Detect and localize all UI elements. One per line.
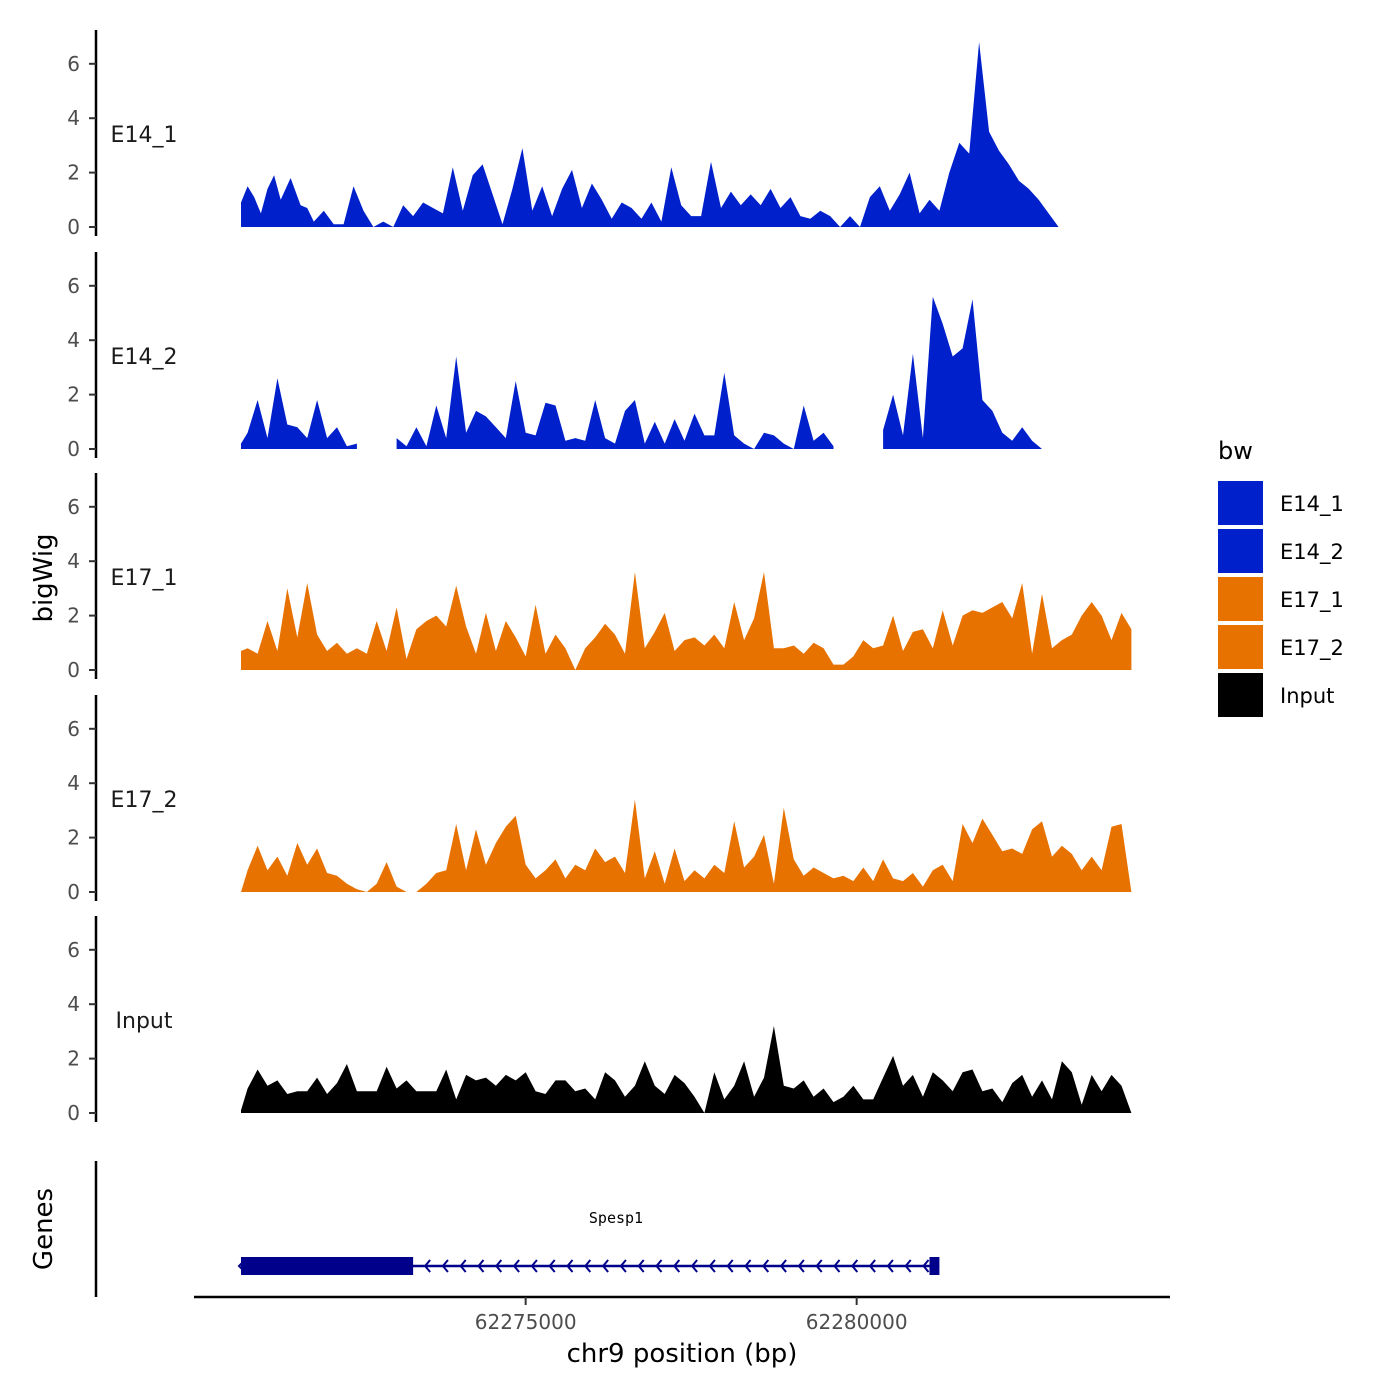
y-tick-label-Input-2: 2 bbox=[67, 1047, 80, 1071]
strand-arrow bbox=[886, 1259, 894, 1273]
strand-arrow bbox=[762, 1259, 770, 1273]
strand-arrow bbox=[530, 1259, 538, 1273]
strand-arrow bbox=[904, 1259, 912, 1273]
strand-arrow bbox=[584, 1259, 592, 1273]
legend-swatch-E14_1 bbox=[1218, 481, 1263, 525]
y-tick-label-Input-6: 6 bbox=[67, 938, 80, 962]
x-tick-label-62275000: 62275000 bbox=[475, 1310, 577, 1334]
strand-arrow bbox=[922, 1259, 930, 1273]
strand-arrow bbox=[495, 1259, 503, 1273]
signal-area-E14_2-1 bbox=[396, 356, 834, 449]
y-tick-label-E17_2-6: 6 bbox=[67, 717, 80, 741]
strand-arrow bbox=[726, 1259, 734, 1273]
legend-label-Input: Input bbox=[1280, 684, 1334, 708]
legend: bw E14_1 E14_2 E17_1 E17_2 Input bbox=[1218, 437, 1344, 717]
signal-area-Input-0 bbox=[241, 1026, 1132, 1113]
strand-arrow bbox=[779, 1259, 787, 1273]
strand-arrow bbox=[566, 1259, 574, 1273]
strand-arrow bbox=[744, 1259, 752, 1273]
y-tick-label-E14_2-6: 6 bbox=[67, 274, 80, 298]
legend-label-E17_2: E17_2 bbox=[1280, 636, 1344, 661]
x-axis: 62275000 62280000 bbox=[194, 1295, 1170, 1334]
strand-arrow bbox=[459, 1259, 467, 1273]
y-tick-label-E14_2-0: 0 bbox=[67, 437, 80, 461]
strand-arrow bbox=[868, 1259, 876, 1273]
strand-arrow bbox=[708, 1259, 716, 1273]
gene-exon-1 bbox=[929, 1257, 940, 1275]
strand-arrow bbox=[548, 1259, 556, 1273]
gene-exon-0 bbox=[241, 1257, 414, 1275]
strand-arrow bbox=[619, 1259, 627, 1273]
signal-area-E14_1-0 bbox=[241, 42, 1066, 227]
strand-arrow bbox=[237, 1259, 246, 1273]
track-label-E17_2: E17_2 bbox=[111, 788, 178, 813]
genes-panel-title: Genes bbox=[29, 1188, 59, 1270]
y-tick-label-E14_1-6: 6 bbox=[67, 52, 80, 76]
strand-arrow bbox=[512, 1259, 520, 1273]
legend-swatch-Input bbox=[1218, 673, 1263, 717]
tracks-layer: 0 2 4 6 E14_1 0 2 4 6 E14_2 0 2 4 6 E17_1 0 2 4 6 E17_2 0 2 4 6… bbox=[67, 30, 1132, 1125]
strand-arrow bbox=[815, 1259, 823, 1273]
y-tick-label-E17_1-0: 0 bbox=[67, 658, 80, 682]
legend-title: bw bbox=[1218, 437, 1253, 465]
track-label-E14_1: E14_1 bbox=[111, 123, 178, 148]
strand-arrow bbox=[423, 1259, 431, 1273]
track-label-Input: Input bbox=[116, 1009, 173, 1034]
strand-arrow bbox=[797, 1259, 805, 1273]
strand-arrow bbox=[851, 1259, 859, 1273]
y-tick-label-E17_2-2: 2 bbox=[67, 826, 80, 850]
legend-label-E17_1: E17_1 bbox=[1280, 588, 1344, 613]
track-E14_2: 0 2 4 6 E14_2 bbox=[67, 252, 1132, 461]
genes-panel: Genes Spesp1 bbox=[29, 1161, 940, 1297]
x-axis-title: chr9 position (bp) bbox=[567, 1339, 798, 1369]
track-label-E17_1: E17_1 bbox=[111, 566, 178, 591]
y-tick-label-E17_2-0: 0 bbox=[67, 880, 80, 904]
signal-area-E14_2-2 bbox=[883, 296, 1132, 449]
y-tick-label-E14_1-2: 2 bbox=[67, 161, 80, 185]
legend-swatch-E14_2 bbox=[1218, 529, 1263, 573]
legend-swatch-E17_1 bbox=[1218, 577, 1263, 621]
track-E17_1: 0 2 4 6 E17_1 bbox=[67, 473, 1132, 682]
strand-arrow bbox=[477, 1259, 485, 1273]
x-tick-label-62280000: 62280000 bbox=[806, 1310, 908, 1334]
y-tick-label-E17_1-6: 6 bbox=[67, 495, 80, 519]
track-label-E14_2: E14_2 bbox=[111, 345, 178, 370]
legend-label-E14_1: E14_1 bbox=[1280, 492, 1344, 517]
y-axis-title-bigwig: bigWig bbox=[29, 533, 59, 622]
y-tick-label-Input-4: 4 bbox=[67, 992, 80, 1016]
y-tick-label-E14_2-2: 2 bbox=[67, 383, 80, 407]
y-tick-label-E14_1-4: 4 bbox=[67, 106, 80, 130]
signal-area-E14_2-0 bbox=[241, 378, 357, 449]
y-tick-label-E14_2-4: 4 bbox=[67, 328, 80, 352]
strand-arrow bbox=[655, 1259, 663, 1273]
strand-arrow bbox=[690, 1259, 698, 1273]
strand-arrow bbox=[637, 1259, 645, 1273]
y-tick-label-E17_1-4: 4 bbox=[67, 549, 80, 573]
legend-swatch-E17_2 bbox=[1218, 625, 1263, 669]
gene-label: Spesp1 bbox=[589, 1209, 643, 1227]
strand-arrow bbox=[833, 1259, 841, 1273]
track-E14_1: 0 2 4 6 E14_1 bbox=[67, 30, 1066, 239]
track-Input: 0 2 4 6 Input bbox=[67, 916, 1132, 1125]
signal-area-E17_1-0 bbox=[241, 572, 1132, 670]
strand-arrow bbox=[441, 1259, 449, 1273]
track-E17_2: 0 2 4 6 E17_2 bbox=[67, 695, 1132, 904]
strand-arrow bbox=[673, 1259, 681, 1273]
strand-arrow bbox=[601, 1259, 609, 1273]
legend-label-E14_2: E14_2 bbox=[1280, 540, 1344, 565]
y-tick-label-E14_1-0: 0 bbox=[67, 215, 80, 239]
y-tick-label-Input-0: 0 bbox=[67, 1101, 80, 1125]
y-tick-label-E17_1-2: 2 bbox=[67, 604, 80, 628]
y-tick-label-E17_2-4: 4 bbox=[67, 771, 80, 795]
signal-area-E17_2-0 bbox=[241, 799, 1132, 892]
